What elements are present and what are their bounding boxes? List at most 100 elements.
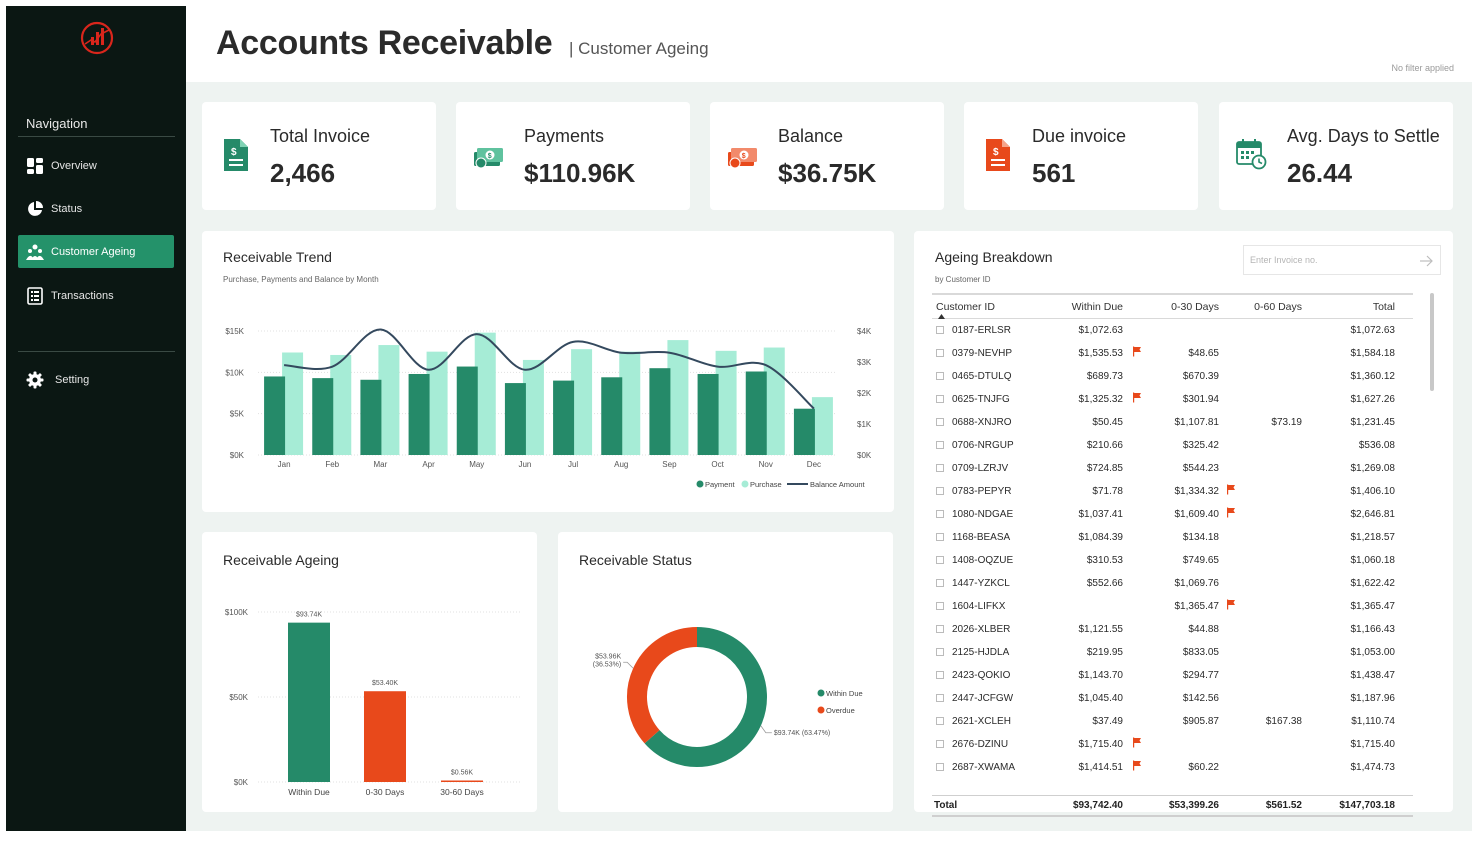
column-header-customer-id[interactable]: Customer ID (936, 301, 995, 313)
table-row[interactable]: 1604-LIFKX $1,365.47 $1,365.47 (932, 595, 1413, 618)
cell-0-30: $833.05 (1182, 647, 1219, 658)
expand-row-icon[interactable] (936, 625, 944, 633)
table-scrollbar[interactable] (1430, 293, 1434, 391)
expand-row-icon[interactable] (936, 464, 944, 472)
dashboard-icon (26, 157, 44, 175)
x-tick-label: Feb (325, 460, 339, 469)
table-row[interactable]: 1080-NDGAE $1,037.41 $1,609.40 $2,646.81 (932, 503, 1413, 526)
cell-customer-id: 0688-XNJRO (952, 417, 1012, 428)
cell-customer-id: 0625-TNJFG (952, 394, 1010, 405)
table-row[interactable]: 2676-DZINU $1,715.40 $1,715.40 (932, 733, 1413, 756)
cell-0-30: $301.94 (1182, 394, 1219, 405)
expand-row-icon[interactable] (936, 694, 944, 702)
cell-within-due: $219.95 (1086, 647, 1123, 658)
cell-customer-id: 2621-XCLEH (952, 716, 1011, 727)
invoice-search-input[interactable] (1250, 250, 1420, 270)
table-row[interactable]: 0783-PEPYR $71.78 $1,334.32 $1,406.10 (932, 480, 1413, 503)
x-tick-label: 0-30 Days (366, 787, 405, 797)
nav-item-transactions[interactable]: Transactions (18, 279, 174, 312)
cell-customer-id: 2676-DZINU (952, 739, 1009, 750)
table-row[interactable]: 1447-YZKCL $552.66 $1,069.76 $1,622.42 (932, 572, 1413, 595)
cell-0-30: $134.18 (1182, 532, 1219, 543)
expand-row-icon[interactable] (936, 441, 944, 449)
expand-row-icon[interactable] (936, 395, 944, 403)
calendar-clock-icon (1236, 139, 1267, 170)
table-row[interactable]: 1168-BEASA $1,084.39 $134.18 $1,218.57 (932, 526, 1413, 549)
expand-row-icon[interactable] (936, 717, 944, 725)
table-row[interactable]: 2447-JCFGW $1,045.40 $142.56 $1,187.96 (932, 687, 1413, 710)
cell-0-30: $142.56 (1182, 693, 1219, 704)
y-tick-label: $5K (230, 410, 245, 419)
column-header-total[interactable]: Total (1372, 301, 1395, 313)
column-header-0-30[interactable]: 0-30 Days (1171, 301, 1219, 313)
column-header-0-60[interactable]: 0-60 Days (1254, 301, 1302, 313)
expand-row-icon[interactable] (936, 533, 944, 541)
expand-row-icon[interactable] (936, 487, 944, 495)
expand-row-icon[interactable] (936, 510, 944, 518)
expand-row-icon[interactable] (936, 602, 944, 610)
table-row[interactable]: 2125-HJDLA $219.95 $833.05 $1,053.00 (932, 641, 1413, 664)
nav-item-overview[interactable]: Overview (18, 149, 174, 182)
bar-purchase (522, 359, 544, 455)
legend-label-balance: Balance Amount (810, 480, 866, 489)
table-row[interactable]: 0625-TNJFG $1,325.32 $301.94 $1,627.26 (932, 388, 1413, 411)
nav-item-label: Customer Ageing (51, 245, 136, 258)
kpi-value: 561 (1032, 158, 1076, 188)
bar-purchase (619, 351, 641, 455)
cell-0-60: $73.19 (1271, 417, 1302, 428)
flag-icon (1227, 599, 1235, 610)
data-label: $53.40K (372, 680, 398, 687)
expand-row-icon[interactable] (936, 648, 944, 656)
nav-item-setting[interactable]: Setting (18, 363, 174, 396)
y-tick-label: $0K (230, 451, 245, 460)
table-row[interactable]: 2621-XCLEH $37.49 $905.87 $167.38 $1,110.74 (932, 710, 1413, 733)
x-tick-label: Apr (422, 460, 435, 469)
data-label: $0.56K (451, 770, 474, 777)
cash-icon: $ (728, 148, 757, 169)
bar-purchase (811, 397, 833, 455)
expand-row-icon[interactable] (936, 418, 944, 426)
cell-total: $1,474.73 (1350, 762, 1396, 773)
table-row[interactable]: 0465-DTULQ $689.73 $670.39 $1,360.12 (932, 365, 1413, 388)
total-0-60: $561.52 (1265, 800, 1302, 811)
table-row[interactable]: 0187-ERLSR $1,072.63 $1,072.63 (932, 319, 1413, 342)
expand-row-icon[interactable] (936, 349, 944, 357)
data-label: $93.74K (296, 612, 322, 619)
table-row[interactable]: 2026-XLBER $1,121.55 $44.88 $1,166.43 (932, 618, 1413, 641)
cell-within-due: $1,715.40 (1078, 739, 1124, 750)
cell-within-due: $1,084.39 (1078, 532, 1124, 543)
table-row[interactable]: 0706-NRGUP $210.66 $325.42 $536.08 (932, 434, 1413, 457)
x-tick-label: Jul (568, 460, 578, 469)
arrow-right-icon[interactable] (1418, 253, 1434, 269)
expand-row-icon[interactable] (936, 740, 944, 748)
cell-0-30: $1,334.32 (1174, 486, 1220, 497)
ageing-breakdown-card: Ageing Breakdown by Customer ID Customer… (914, 231, 1453, 817)
expand-row-icon[interactable] (936, 671, 944, 679)
cell-total: $1,365.47 (1350, 601, 1396, 612)
cell-within-due: $1,121.55 (1078, 624, 1124, 635)
expand-row-icon[interactable] (936, 763, 944, 771)
status-donut-chart: $93.74K (63.47%) $53.96K(36.53%) Within Du… (593, 627, 863, 767)
table-row[interactable]: 2423-QOKIO $1,143.70 $294.77 $1,438.47 (932, 664, 1413, 687)
table-row[interactable]: 2687-XWAMA $1,414.51 $60.22 $1,474.73 (932, 756, 1413, 779)
expand-row-icon[interactable] (936, 326, 944, 334)
bar-purchase (667, 340, 689, 455)
expand-row-icon[interactable] (936, 372, 944, 380)
column-header-within-due[interactable]: Within Due (1071, 301, 1123, 313)
expand-row-icon[interactable] (936, 556, 944, 564)
kpi-balance: $ Balance $36.75K (710, 102, 944, 210)
table-row[interactable]: 0709-LZRJV $724.85 $544.23 $1,269.08 (932, 457, 1413, 480)
cell-0-30: $294.77 (1182, 670, 1219, 681)
table-row[interactable]: 1408-OQZUE $310.53 $749.65 $1,060.18 (932, 549, 1413, 572)
nav-item-status[interactable]: Status (18, 192, 174, 225)
table-row[interactable]: 0688-XNJRO $50.45 $1,107.81 $73.19 $1,231.45 (932, 411, 1413, 434)
svg-text:$: $ (993, 147, 999, 158)
receivable-trend-card: Receivable Trend Purchase, Payments and … (202, 231, 894, 512)
cell-total: $1,187.96 (1350, 693, 1396, 704)
nav-item-customer-ageing[interactable]: Customer Ageing (18, 235, 174, 268)
expand-row-icon[interactable] (936, 579, 944, 587)
table-row[interactable]: 0379-NEVHP $1,535.53 $48.65 $1,584.18 (932, 342, 1413, 365)
cell-within-due: $310.53 (1086, 555, 1123, 566)
cell-total: $536.08 (1358, 440, 1395, 451)
cell-customer-id: 0709-LZRJV (952, 463, 1009, 474)
